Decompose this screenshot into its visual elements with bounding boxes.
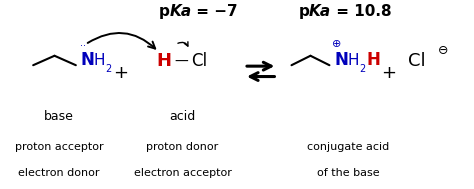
Text: base: base bbox=[44, 110, 74, 123]
Text: —: — bbox=[174, 54, 189, 68]
Text: ··: ·· bbox=[80, 41, 86, 51]
Text: conjugate acid: conjugate acid bbox=[307, 143, 390, 152]
Text: proton acceptor: proton acceptor bbox=[15, 143, 103, 152]
Text: proton donor: proton donor bbox=[146, 143, 219, 152]
FancyArrowPatch shape bbox=[178, 42, 188, 46]
Text: H: H bbox=[94, 53, 105, 68]
Text: Cl: Cl bbox=[191, 52, 207, 70]
Text: 2: 2 bbox=[105, 64, 111, 74]
Text: +: + bbox=[381, 64, 396, 82]
Text: acid: acid bbox=[169, 110, 196, 123]
Text: = 10.8: = 10.8 bbox=[331, 4, 392, 19]
Text: p: p bbox=[159, 4, 170, 19]
Text: +: + bbox=[113, 64, 128, 82]
Text: p: p bbox=[299, 4, 310, 19]
Text: Cl: Cl bbox=[408, 52, 426, 70]
Text: H: H bbox=[156, 52, 171, 70]
Text: of the base: of the base bbox=[317, 168, 380, 178]
Text: Ka: Ka bbox=[309, 4, 331, 19]
Text: ⊖: ⊖ bbox=[438, 44, 448, 57]
Text: 2: 2 bbox=[359, 64, 365, 74]
Text: N: N bbox=[81, 51, 94, 70]
Text: electron donor: electron donor bbox=[18, 168, 100, 178]
Text: = −7: = −7 bbox=[191, 4, 237, 19]
Text: ⊕: ⊕ bbox=[332, 40, 341, 49]
Text: H: H bbox=[366, 51, 380, 70]
Text: N: N bbox=[334, 51, 348, 70]
Text: electron acceptor: electron acceptor bbox=[134, 168, 231, 178]
Text: Ka: Ka bbox=[169, 4, 191, 19]
FancyArrowPatch shape bbox=[88, 33, 155, 49]
Text: H: H bbox=[347, 53, 359, 68]
